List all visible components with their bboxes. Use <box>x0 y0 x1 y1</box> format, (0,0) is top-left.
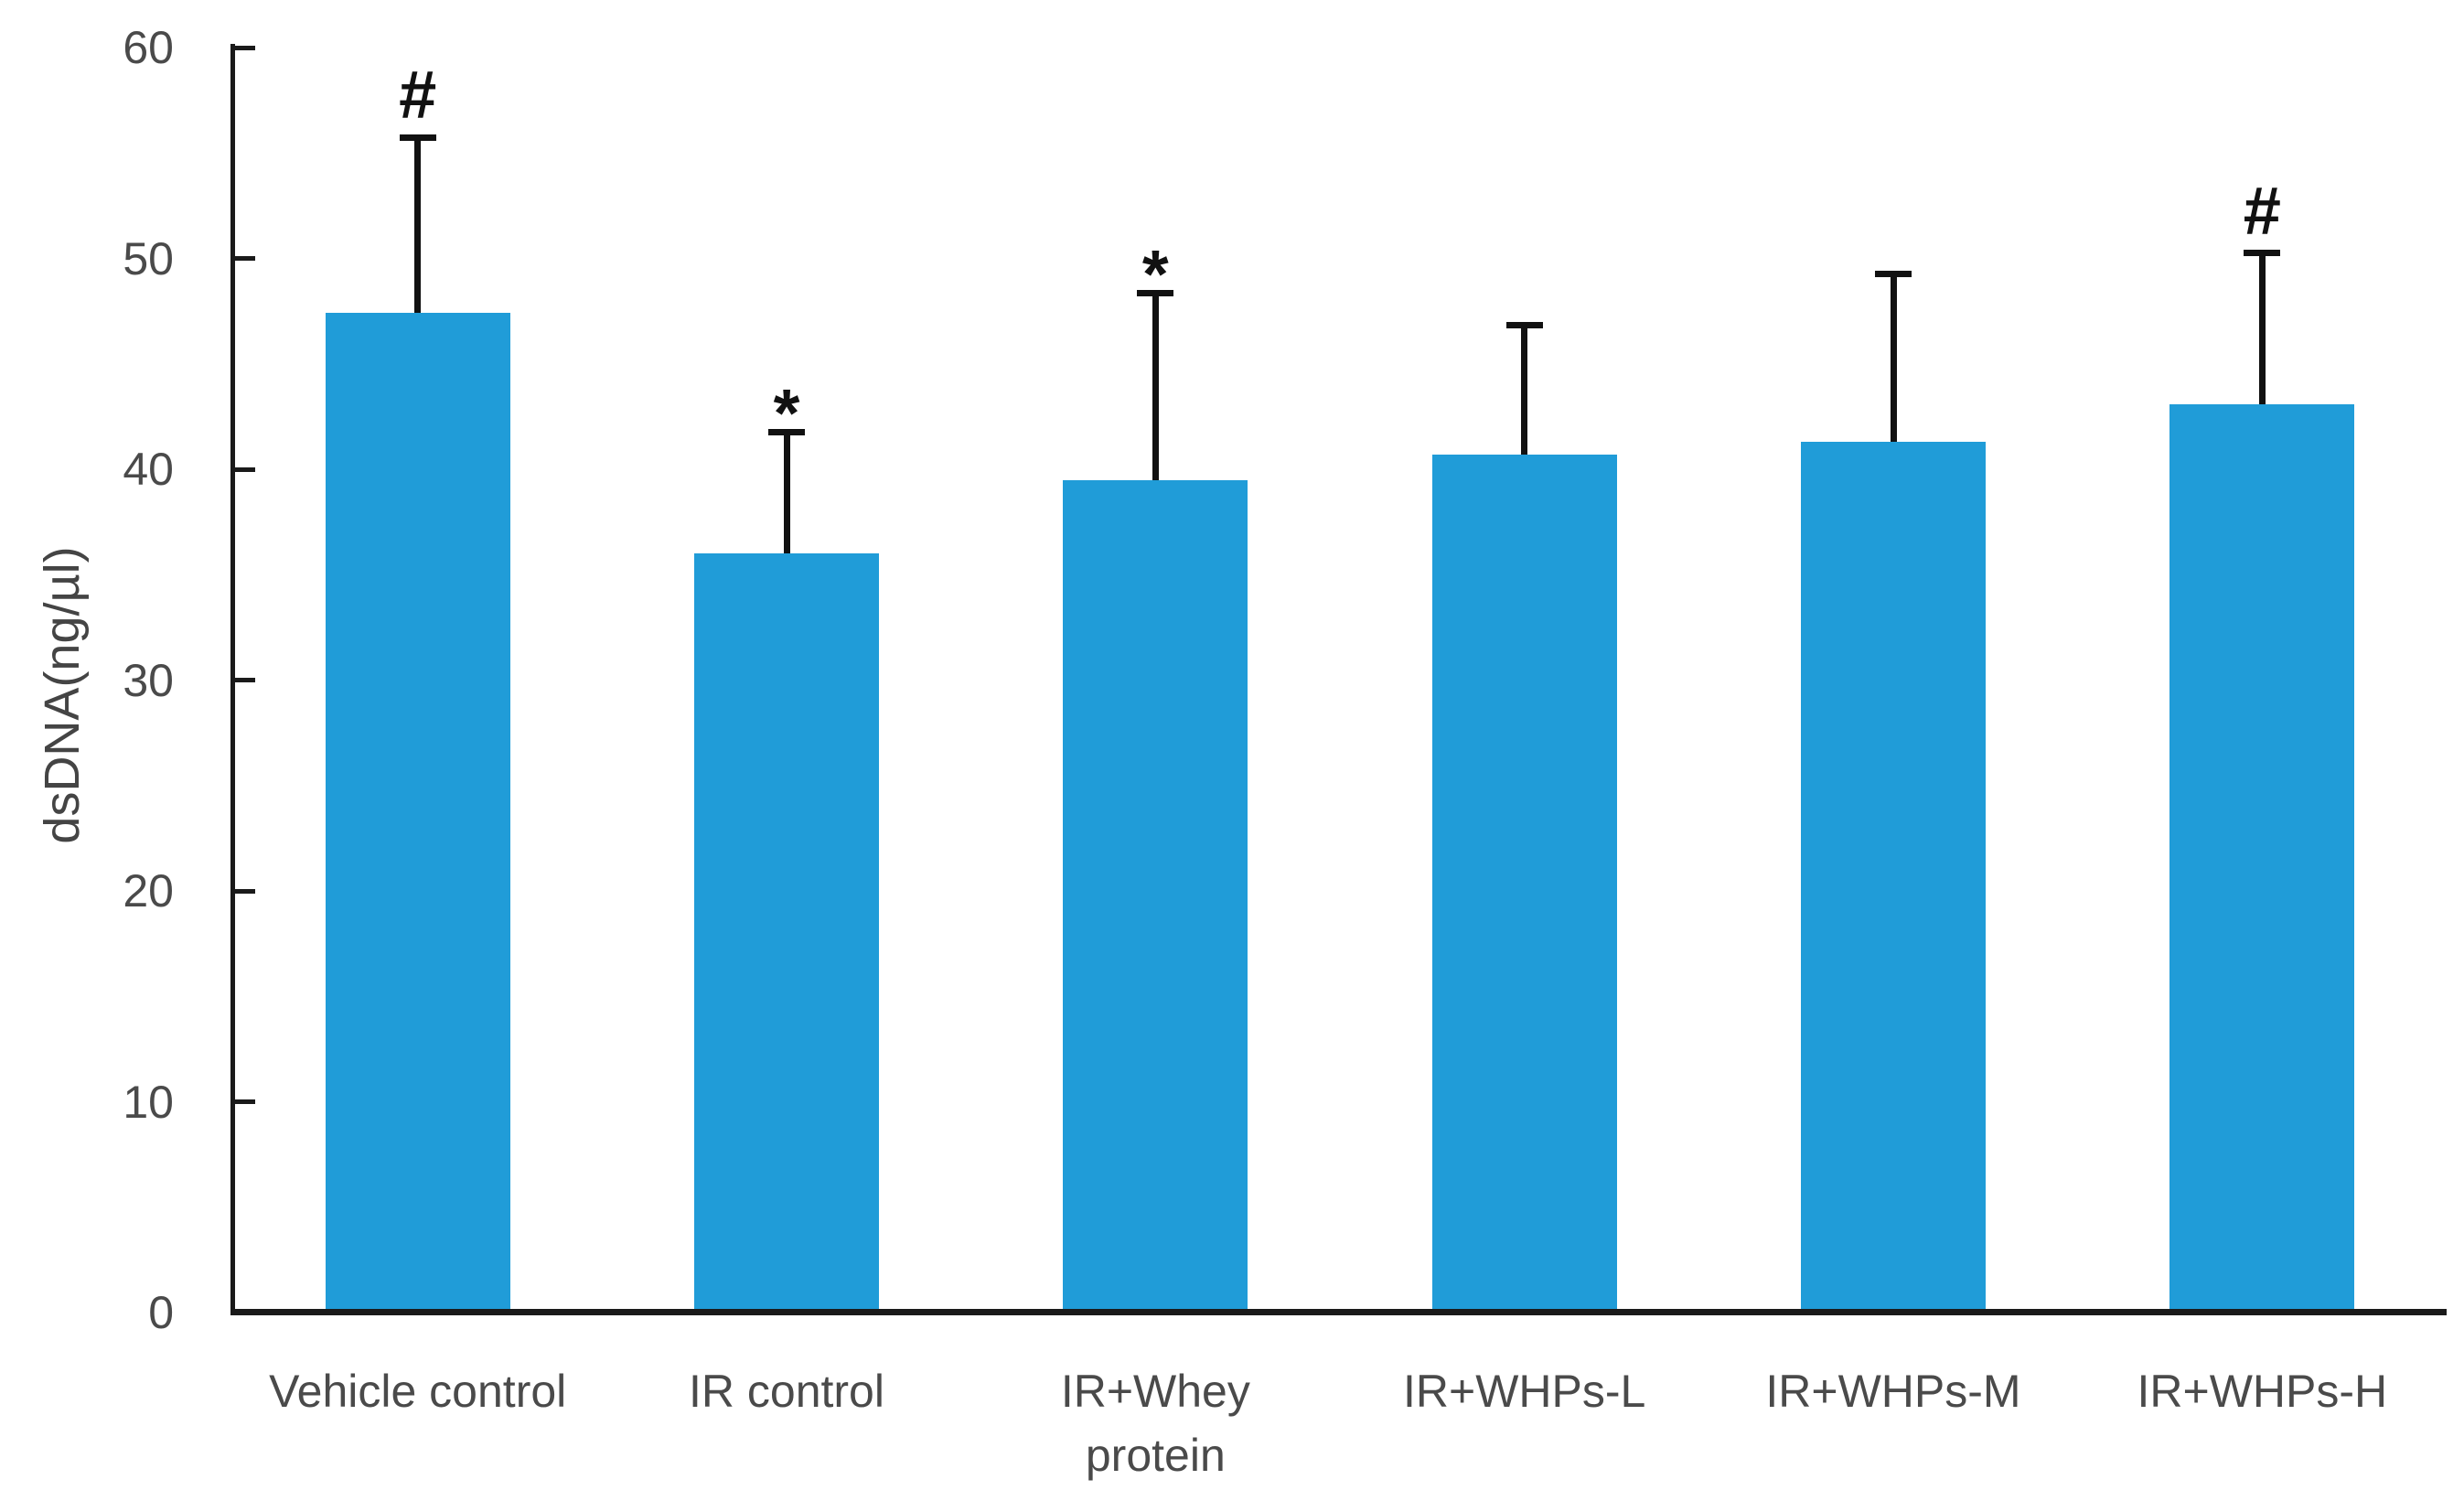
y-tick-label: 0 <box>148 1287 174 1338</box>
error-bar <box>1521 321 1528 455</box>
bar <box>1063 479 1248 1312</box>
y-tick-label: 30 <box>123 654 174 706</box>
category-label: IR+Whey protein <box>1060 1366 1250 1481</box>
y-tick <box>233 678 255 682</box>
error-bar <box>2258 250 2266 404</box>
y-tick-label: 20 <box>123 865 174 917</box>
y-tick-label: 40 <box>123 444 174 495</box>
category-label: Vehicle control <box>269 1366 567 1417</box>
significance-marker: # <box>2243 173 2281 250</box>
error-bar <box>783 429 790 554</box>
y-tick <box>233 888 255 894</box>
bar <box>694 553 879 1312</box>
category-label: IR+WHPs-M <box>1765 1366 2021 1417</box>
bar <box>325 313 510 1312</box>
error-bar-cap <box>768 429 805 436</box>
y-tick <box>233 45 255 50</box>
error-bar-cap <box>1875 271 1912 278</box>
y-tick <box>233 256 255 261</box>
bar <box>1801 442 1986 1312</box>
y-tick <box>233 466 255 472</box>
y-axis-line <box>230 44 235 1315</box>
error-bar-cap <box>2244 250 2281 257</box>
y-tick <box>233 1099 255 1104</box>
bar <box>2169 403 2355 1312</box>
error-bar <box>414 134 422 314</box>
y-tick-label: 50 <box>123 232 174 284</box>
category-label: IR control <box>689 1366 884 1417</box>
y-tick-label: 10 <box>123 1076 174 1128</box>
y-tick-label: 60 <box>123 22 174 73</box>
bar <box>1431 454 1617 1312</box>
error-bar <box>1152 290 1159 480</box>
significance-marker: * <box>1141 235 1169 312</box>
x-axis-line <box>230 1309 2447 1315</box>
error-bar-cap <box>1137 290 1174 297</box>
error-bar <box>1890 271 1897 443</box>
significance-marker: # <box>399 57 437 134</box>
category-label: IR+WHPs-L <box>1403 1366 1646 1417</box>
category-label: IR+WHPs-H <box>2137 1366 2388 1417</box>
error-bar-cap <box>399 134 436 141</box>
significance-marker: * <box>773 374 800 451</box>
error-bar-cap <box>1505 321 1543 328</box>
